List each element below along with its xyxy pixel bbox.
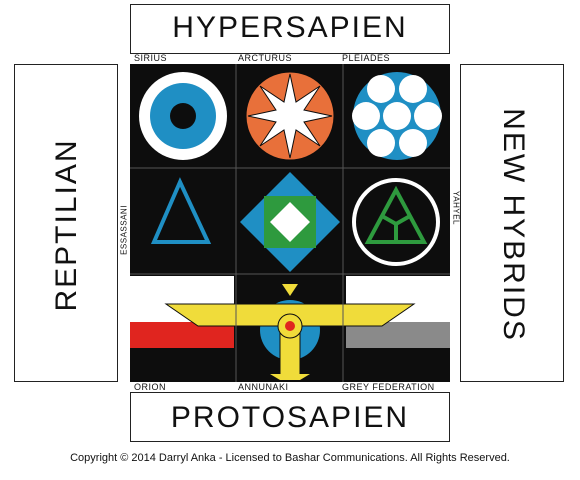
- new-hybrids-label: NEW HYBRIDS: [497, 108, 530, 342]
- symbol-grid: [130, 64, 450, 382]
- essassani-symbol: [150, 177, 212, 244]
- reptilian-label: REPTILIAN: [50, 138, 83, 312]
- pleiades-symbol: [352, 72, 442, 160]
- arcturus-symbol: [245, 71, 335, 161]
- grid-lines: [130, 64, 450, 382]
- sirius-label: SIRIUS: [134, 53, 168, 63]
- orion-label: ORION: [134, 382, 167, 392]
- pleiades-label: PLEIADES: [342, 53, 391, 63]
- grey-federation-label: GREY FEDERATION: [342, 382, 435, 392]
- yahyel-label: YAHYEL: [451, 191, 461, 225]
- annunaki-label: ANNUNAKI: [238, 382, 289, 392]
- copyright-text: Copyright © 2014 Darryl Anka - Licensed …: [70, 452, 510, 464]
- center-diamond-symbol: [240, 172, 340, 272]
- protosapien-label: PROTOSAPIEN: [170, 401, 410, 434]
- annunaki-symbol: [164, 284, 416, 380]
- yahyel-symbol: [352, 178, 440, 266]
- arcturus-label: ARCTURUS: [238, 53, 293, 63]
- new-hybrids-panel: NEW HYBRIDS: [460, 64, 564, 382]
- sirius-symbol: [139, 72, 227, 160]
- protosapien-panel: PROTOSAPIEN: [130, 392, 450, 442]
- hypersapien-label: HYPERSAPIEN: [172, 11, 408, 44]
- hypersapien-panel: HYPERSAPIEN: [130, 4, 450, 54]
- reptilian-panel: REPTILIAN: [14, 64, 118, 382]
- essassani-label: ESSASSANI: [119, 205, 129, 255]
